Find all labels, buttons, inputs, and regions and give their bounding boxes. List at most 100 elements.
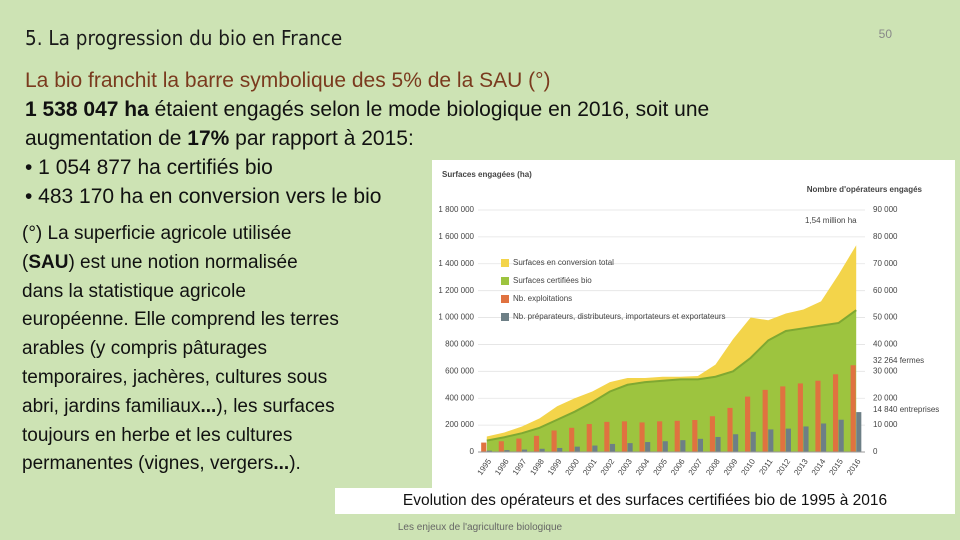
legend-swatch (501, 313, 509, 321)
y-tick-label: 1 400 000 (438, 259, 474, 268)
y-tick-label: 1 600 000 (438, 232, 474, 241)
bar (750, 431, 756, 452)
y2-tick-label: 90 000 (873, 205, 898, 214)
bar (680, 440, 686, 452)
bar (569, 427, 575, 452)
bar (745, 396, 751, 452)
y-tick-label: 1 000 000 (438, 313, 474, 322)
bar (692, 420, 698, 452)
bar (803, 426, 809, 452)
text-run: (°) La superficie agricole utilisée (22, 223, 292, 244)
bar (604, 421, 610, 452)
text-line: toujours en herbe et les cultures (22, 422, 339, 451)
text-run: • 1 054 877 ha certifiés bio (25, 156, 273, 179)
bar (850, 365, 856, 452)
bar (521, 449, 528, 452)
y2-tick-label: 0 (873, 447, 878, 456)
text-run: augmentation de (25, 127, 188, 150)
annotation: 32 264 fermes (873, 356, 924, 365)
text-run: ... (273, 453, 290, 475)
legend-label: Nb. préparateurs, distributeurs, importa… (513, 312, 726, 321)
text-line: • 1 054 877 ha certifiés bio (25, 153, 709, 182)
text-run: dans la statistique agricole (22, 280, 246, 302)
bar (832, 374, 839, 452)
text-run: La bio franchit la barre symbolique des … (25, 69, 551, 92)
bar (709, 416, 715, 452)
legend-swatch (501, 295, 509, 303)
bar (621, 421, 628, 452)
text-run: ... (200, 395, 217, 417)
bar (768, 429, 774, 452)
y2-tick-label: 10 000 (873, 420, 898, 429)
y-tick-label: 800 000 (445, 340, 474, 349)
y-axis-title: Surfaces engagées (ha) (442, 170, 532, 179)
note-text: (°) La superficie agricole utilisée (SAU)… (22, 220, 339, 479)
bar (715, 436, 721, 452)
annotation: 1,54 million ha (805, 216, 857, 225)
text-line: permanentes (vignes, vergers...). (22, 450, 339, 479)
bar (762, 389, 768, 452)
bar (821, 423, 827, 452)
text-line: augmentation de 17% par rapport à 2015: (25, 124, 709, 153)
bar (592, 445, 598, 452)
bar (557, 447, 563, 452)
bar (856, 412, 862, 452)
slide-title: 5. La progression du bio en France (25, 26, 343, 50)
y-tick-label: 0 (470, 447, 475, 456)
bar (504, 450, 510, 452)
bar (574, 446, 580, 452)
bar (733, 434, 739, 452)
y2-tick-label: 60 000 (873, 286, 898, 295)
bar (662, 441, 668, 452)
bar (533, 435, 540, 452)
y2-tick-label: 40 000 (873, 340, 898, 349)
bar (785, 428, 791, 452)
text-run: SAU (28, 251, 69, 273)
legend-swatch (501, 259, 509, 267)
y2-tick-label: 80 000 (873, 232, 898, 241)
text-run: ( (22, 251, 29, 273)
y-tick-label: 1 200 000 (438, 286, 474, 295)
text-line: abri, jardins familiaux...), les surface… (22, 393, 339, 422)
bar (657, 421, 663, 452)
bar (486, 450, 492, 452)
y-tick-label: 600 000 (445, 366, 474, 375)
bar (697, 438, 704, 452)
text-run: par rapport à 2015: (229, 127, 414, 150)
text-run: 17% (187, 127, 230, 150)
bar (645, 442, 651, 452)
text-line: 1 538 047 ha étaient engagés selon le mo… (25, 95, 709, 124)
legend-label: Surfaces certifiées bio (513, 276, 592, 285)
legend-label: Nb. exploitations (513, 294, 572, 303)
text-line: La bio franchit la barre symbolique des … (25, 66, 709, 95)
text-line: temporaires, jachères, cultures sous (22, 364, 339, 393)
bar (797, 383, 803, 452)
text-run: ), les surfaces (216, 395, 335, 417)
y-tick-label: 1 800 000 (438, 205, 474, 214)
text-run: ) est une notion normalisée (68, 251, 298, 273)
text-line: (°) La superficie agricole utilisée (22, 220, 339, 249)
text-run: 1 538 047 ha (25, 98, 149, 121)
text-line: • 483 170 ha en conversion vers le bio (25, 182, 709, 211)
bar (674, 420, 680, 452)
bar (586, 424, 592, 452)
page-number: 50 (878, 27, 892, 41)
text-run: permanentes (vignes, vergers (22, 453, 274, 475)
bar (609, 443, 616, 452)
text-line: européenne. Elle comprend les terres (22, 306, 339, 335)
footer: Les enjeux de l'agriculture biologique (397, 522, 563, 533)
y-tick-label: 200 000 (445, 420, 474, 429)
y2-axis-title: Nombre d'opérateurs engagés (807, 185, 923, 194)
bar (481, 442, 487, 452)
text-run: toujours en herbe et les cultures (22, 424, 293, 446)
y2-tick-label: 30 000 (873, 366, 898, 375)
bar (539, 448, 545, 452)
text-run: • 483 170 ha en conversion vers le bio (25, 185, 382, 208)
bar (627, 443, 633, 452)
bar (727, 407, 733, 452)
text-line: (SAU) est une notion normalisée (22, 249, 339, 278)
y2-tick-label: 50 000 (873, 313, 898, 322)
legend-label: Surfaces en conversion total (513, 258, 614, 267)
